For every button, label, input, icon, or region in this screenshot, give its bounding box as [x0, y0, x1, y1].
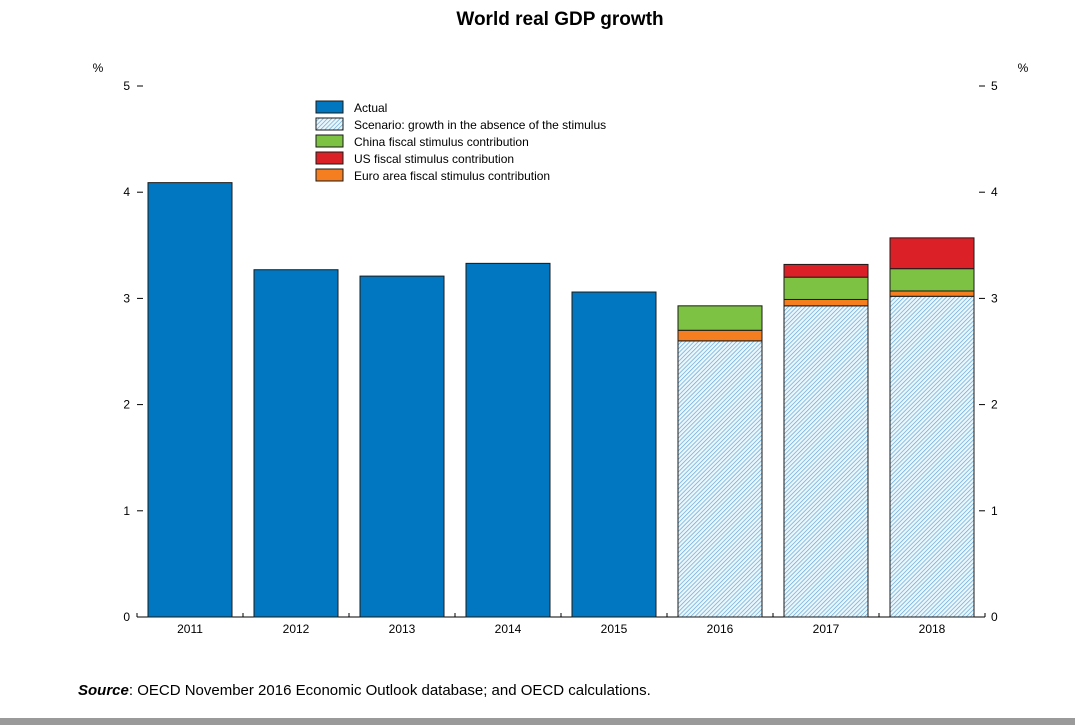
bar-2017-euro-area-fiscal-stimulus-contribution — [783, 298, 869, 307]
source-text: : OECD November 2016 Economic Outlook da… — [128, 682, 651, 699]
bar-2011-actual — [147, 182, 233, 618]
bar-2018-china-fiscal-stimulus-contribution — [889, 268, 975, 292]
y-tick-label-left: 3 — [123, 291, 130, 305]
x-tick-label-2017: 2017 — [813, 622, 840, 636]
x-tick-label-2011: 2011 — [177, 622, 203, 636]
legend-label-us-fiscal-stimulus-contribution: US fiscal stimulus contribution — [354, 152, 514, 166]
legend-swatch-china-fiscal-stimulus-contribution — [315, 134, 344, 148]
y-tick-label-right: 3 — [991, 291, 998, 305]
y-tick-label-right: 5 — [991, 79, 998, 93]
chart-title: World real GDP growth — [456, 9, 664, 30]
y-tick-label-left: 1 — [123, 504, 130, 518]
legend-swatch-scenario-growth-in-the-absence-of-the-stimulus — [315, 117, 344, 131]
legend-swatch-actual — [315, 100, 344, 114]
bar-2014-actual — [465, 262, 551, 618]
y-tick-label-right: 1 — [991, 504, 998, 518]
legend-label-scenario-growth-in-the-absence-of-the-stimulus: Scenario: growth in the absence of the s… — [354, 118, 606, 132]
window-bottom-bar — [0, 718, 1075, 725]
x-tick-label-2013: 2013 — [389, 622, 416, 636]
legend-label-euro-area-fiscal-stimulus-contribution: Euro area fiscal stimulus contribution — [354, 169, 550, 183]
bar-2015-actual — [571, 291, 657, 618]
bar-2017-us-fiscal-stimulus-contribution — [783, 263, 869, 278]
bar-2016-scenario-growth-in-the-absence-of-the-stimulus — [677, 340, 763, 618]
x-tick-label-2014: 2014 — [495, 622, 522, 636]
source-note: Source: OECD November 2016 Economic Outl… — [78, 682, 651, 699]
y-tick-label-right: 2 — [991, 398, 998, 412]
y-tick-label-left: 2 — [123, 398, 130, 412]
x-tick-label-2016: 2016 — [707, 622, 734, 636]
bar-2017-scenario-growth-in-the-absence-of-the-stimulus — [783, 305, 869, 618]
bar-2018-scenario-growth-in-the-absence-of-the-stimulus — [889, 295, 975, 618]
y-tick-label-right: 0 — [991, 610, 998, 624]
legend-label-china-fiscal-stimulus-contribution: China fiscal stimulus contribution — [354, 135, 529, 149]
x-tick-label-2015: 2015 — [601, 622, 628, 636]
x-tick-label-2012: 2012 — [283, 622, 310, 636]
bar-2013-actual — [359, 275, 445, 618]
bar-2016-euro-area-fiscal-stimulus-contribution — [677, 329, 763, 342]
bar-2018-euro-area-fiscal-stimulus-contribution — [889, 290, 975, 297]
y-tick-label-left: 4 — [123, 185, 130, 199]
bar-2016-china-fiscal-stimulus-contribution — [677, 305, 763, 331]
y-axis-label-right: % — [1018, 61, 1029, 75]
y-tick-label-left: 0 — [123, 610, 130, 624]
x-tick-label-2018: 2018 — [919, 622, 946, 636]
legend-swatch-euro-area-fiscal-stimulus-contribution — [315, 168, 344, 182]
bar-2012-actual — [253, 269, 339, 618]
bar-2017-china-fiscal-stimulus-contribution — [783, 276, 869, 300]
legend-label-actual: Actual — [354, 101, 387, 115]
source-label: Source — [78, 682, 129, 699]
legend-swatch-us-fiscal-stimulus-contribution — [315, 151, 344, 165]
y-tick-label-left: 5 — [123, 79, 130, 93]
y-tick-label-right: 4 — [991, 185, 998, 199]
y-axis-label-left: % — [93, 61, 104, 75]
bar-2018-us-fiscal-stimulus-contribution — [889, 237, 975, 270]
